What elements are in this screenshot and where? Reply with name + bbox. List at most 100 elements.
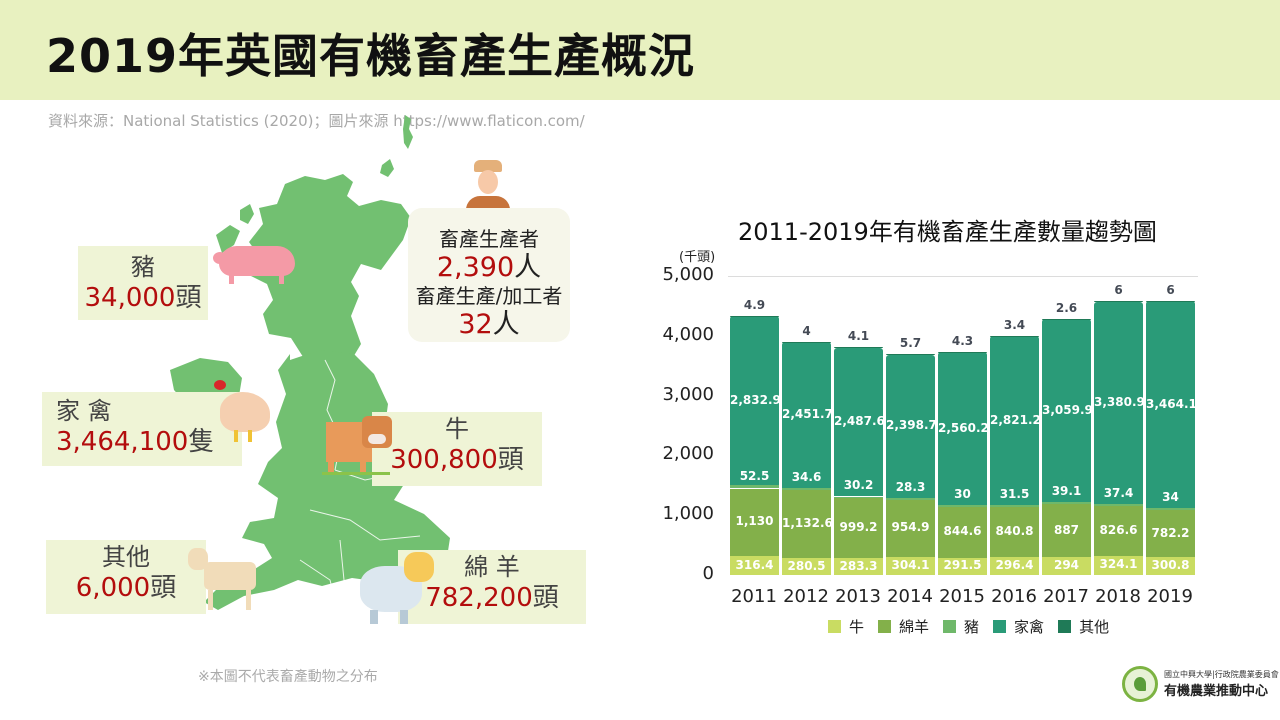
data-label: 6 [1114,283,1123,298]
map-disclaimer: ※本圖不代表畜產動物之分布 [198,669,378,685]
legend-swatch [993,620,1007,633]
data-label: 30 [954,487,971,502]
data-label: 2.6 [1055,300,1078,315]
sheep-icon [356,548,440,628]
bar-segment [1042,318,1091,320]
data-label: 3,059.9 [1042,402,1093,417]
data-label: 34.6 [791,470,822,485]
logo-emblem-icon [1122,666,1158,702]
data-label: 782.2 [1151,525,1190,540]
bar-segment [1042,319,1091,503]
x-tick-label: 2013 [835,586,881,607]
data-label: 300.8 [1151,558,1190,572]
y-tick-label: 1,000 [662,503,714,525]
bar-segment [782,490,831,559]
bar-segment [1146,301,1195,509]
data-label: 4 [802,323,811,338]
y-tick-label: 3,000 [662,383,714,405]
callout-sheep-name: 綿 羊 [464,553,520,581]
data-label: 39.1 [1051,484,1082,499]
data-label: 826.6 [1099,522,1138,537]
bar-segment [1042,502,1091,505]
bar-segment [730,556,779,575]
x-tick-label: 2012 [783,586,829,607]
callout-other-name: 其他 [102,543,150,571]
data-label: 316.4 [735,557,774,572]
bar-segment [1094,301,1143,504]
bar-segment [886,499,935,557]
legend-item: 其他 [1058,616,1109,637]
data-label: 1,130 [735,514,774,529]
data-label: 2,398.7 [886,418,937,433]
bar-segment [1042,557,1091,575]
bar-segment [730,315,779,486]
processor-unit: 人 [492,309,520,341]
data-label: 4.9 [743,297,766,312]
data-label: 291.5 [943,558,982,573]
producer-box: 畜產生產者 2,390人 畜產生產/加工者 32人 [408,208,570,342]
header-banner: 2019年英國有機畜產生產概況 [0,0,1280,100]
bar-segment [1146,300,1195,302]
x-tick-label: 2015 [939,586,985,607]
data-label: 6 [1166,282,1175,297]
legend-swatch [943,620,957,633]
organic-center-logo: 國立中興大學|行政院農業委員會 有機農業推動中心 [1122,666,1279,702]
y-tick-label: 5,000 [662,264,714,285]
bar-segment [1042,504,1091,558]
legend-label: 綿羊 [899,618,930,636]
data-label: 283.3 [839,558,878,573]
bar-segment [990,557,1039,575]
bar-segment [886,354,935,356]
bar-segment [1146,510,1195,557]
data-label: 296.4 [995,558,1034,573]
bar-segment [834,496,883,499]
chart-title: 2011-2019年有機畜產生產數量趨勢圖 [738,218,1157,246]
callout-pig-name: 豬 [131,253,155,281]
data-label: 294 [1053,558,1080,573]
x-tick-label: 2014 [887,586,933,607]
legend-item: 豬 [943,616,979,637]
gridline [728,276,1198,277]
callout-poultry: 家 禽 3,464,100隻 [42,392,242,466]
goat-icon [186,546,262,612]
data-label: 2,487.6 [834,414,885,429]
bar-segment [1146,508,1195,511]
callout-sheep-unit: 頭 [532,583,559,614]
legend-item: 牛 [828,616,864,637]
data-label: 4.1 [847,329,870,344]
bar-segment [834,498,883,559]
bar-segment [886,498,935,500]
legend-item: 家禽 [993,616,1044,637]
x-tick-label: 2018 [1095,586,1141,607]
data-label: 887 [1053,522,1080,537]
legend-swatch [828,620,841,633]
callout-poultry-value: 3,464,100 [56,427,189,458]
data-label: 2,451.7 [782,407,833,422]
y-tick-label: 0 [702,563,714,584]
chicken-icon [212,380,276,444]
bar-segment [886,354,935,498]
data-label: 28.3 [895,479,926,494]
bar-segment [782,558,831,575]
chart-legend: 牛 綿羊 豬 家禽 其他 [828,616,1109,637]
bar-segment [834,347,883,497]
callout-other-unit: 頭 [150,573,177,604]
bar-segment [1094,503,1143,507]
callout-poultry-name: 家 禽 [56,397,112,425]
producer-label: 畜產生產者 [439,227,539,251]
data-label: 3,380.9 [1094,394,1145,409]
callout-pig: 豬 34,000頭 [78,246,208,320]
data-label: 2,821.2 [990,412,1041,427]
bar-segment [730,488,779,557]
data-label: 31.5 [999,486,1030,501]
y-tick-label: 2,000 [662,443,714,465]
callout-pig-value: 34,000 [84,283,176,314]
data-label: 999.2 [839,520,878,535]
callout-sheep-value: 782,200 [425,583,533,614]
y-tick-label: 4,000 [662,323,714,345]
bar-segment [990,505,1039,507]
legend-label: 豬 [964,618,980,636]
logo-center-name: 有機農業推動中心 [1164,684,1269,699]
data-label: 34 [1162,490,1179,505]
data-label: 954.9 [891,520,930,535]
